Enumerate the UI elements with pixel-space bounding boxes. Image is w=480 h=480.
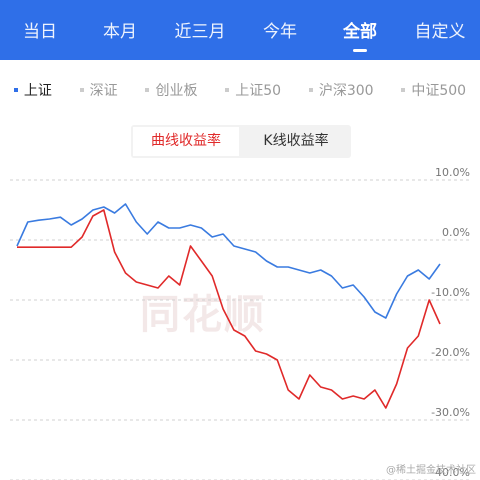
chart-toggle: 曲线收益率 K线收益率 [131,125,351,158]
market-label: 上证 [23,83,52,99]
y-tick-label: -20.0% [431,346,470,359]
toggle-option[interactable]: K线收益率 [263,133,329,149]
market-label: 深证 [89,83,118,99]
y-tick-label: 0.0% [442,226,470,239]
y-tick-label: -40.0% [431,466,470,479]
market-label: 沪深300 [318,83,374,99]
market-label: 上证50 [235,83,282,99]
market-label: 创业板 [155,83,198,99]
toggle-option[interactable]: 曲线收益率 [133,127,239,156]
market-option[interactable]: 沪深300 [308,76,374,104]
series-line [16,203,441,319]
series-line [17,209,441,409]
tab[interactable]: 自定义 [414,22,466,42]
tab[interactable]: 当日 [23,22,57,42]
market-option[interactable]: 中证500 [401,76,466,104]
y-tick-label: 10.0% [435,166,470,179]
y-tick-label: -10.0% [431,286,470,299]
tab[interactable]: 本月 [103,22,137,42]
tab[interactable]: 今年 [263,22,297,42]
market-label: 中证500 [411,83,467,99]
tab[interactable]: 近三月 [174,22,226,42]
market-option[interactable]: 上证 [13,76,52,104]
tab[interactable]: 全部 [320,0,400,60]
market-selector: 上证 深证 创业板 上证50 沪深300 中证500 [0,76,480,104]
market-option[interactable]: 创业板 [145,76,197,104]
market-option[interactable]: 深证 [79,76,118,104]
market-option[interactable]: 上证50 [225,76,281,104]
y-tick-label: -30.0% [431,406,470,419]
credit: @稀土掘金技术社区 [386,465,476,476]
period-tabs: 当日 本月 近三月 今年 全部 自定义 [0,0,480,60]
